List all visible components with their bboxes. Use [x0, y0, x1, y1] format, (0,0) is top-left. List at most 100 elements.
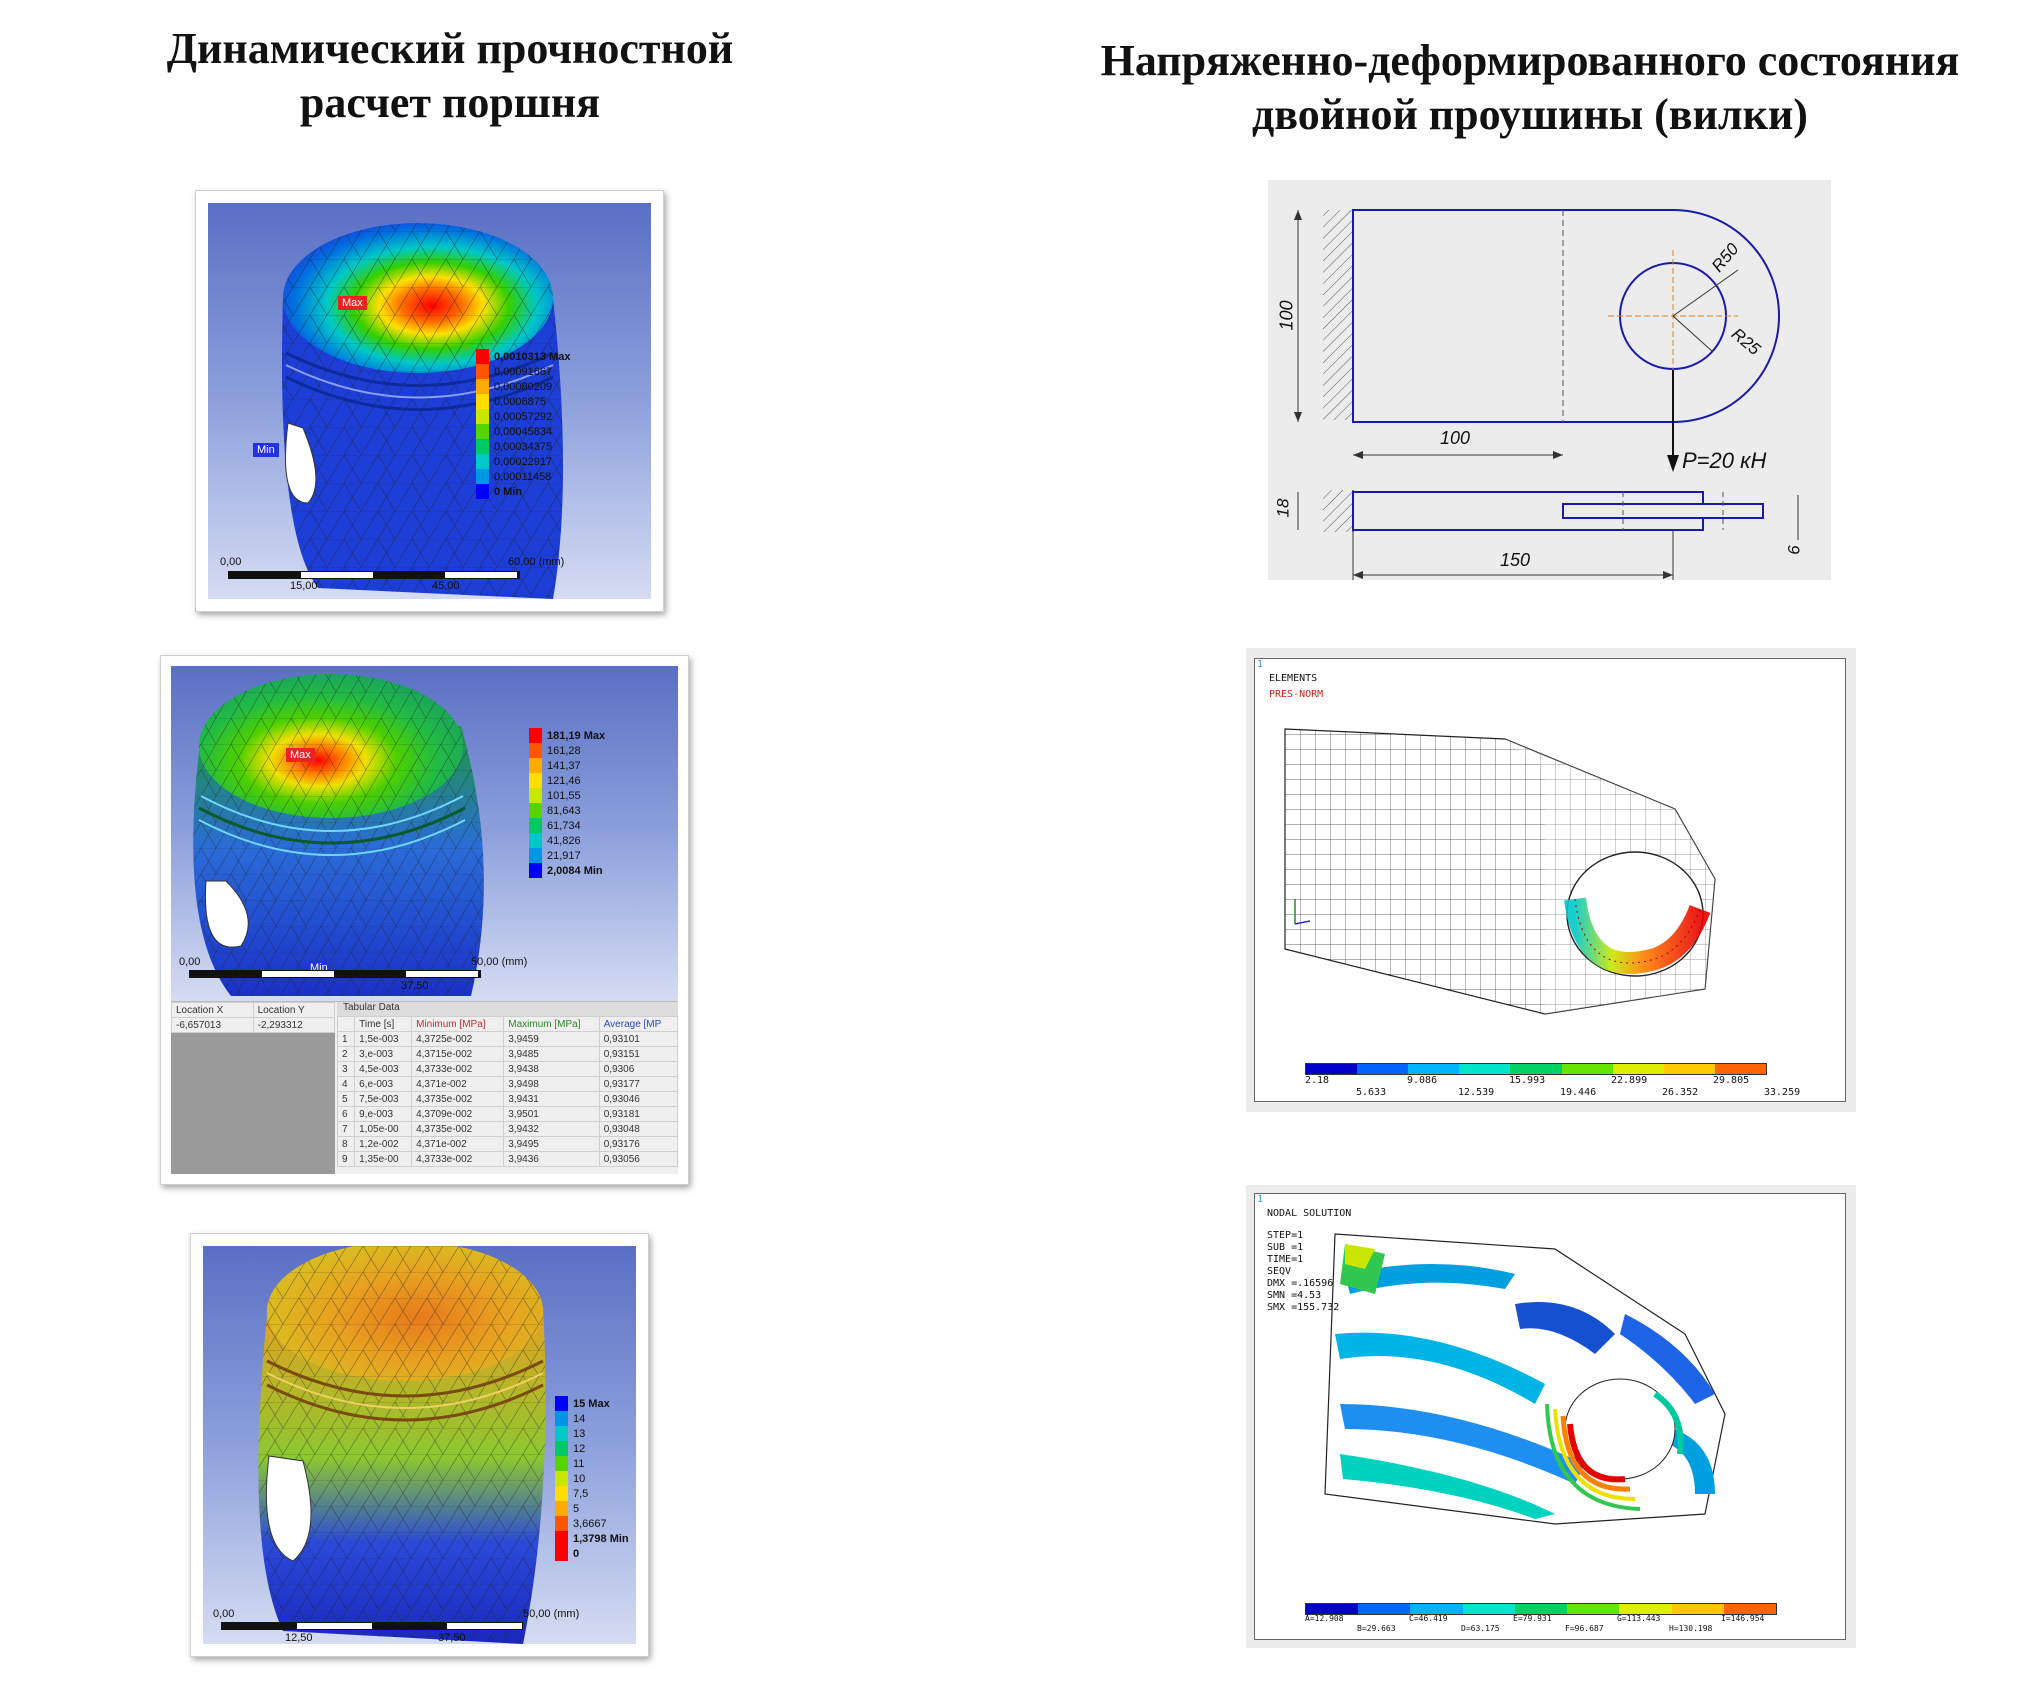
nodal-info-line: SMX =155.732	[1267, 1302, 1340, 1313]
max-tag: Max	[286, 748, 315, 762]
colorbar-label: H=130.198	[1669, 1624, 1713, 1633]
mesh-viewport: 1 ELEMENTS PRES-NORM 2.18 9.086 15.993 22.8…	[1254, 658, 1846, 1102]
table-cell: 0,93176	[598, 1136, 679, 1152]
legend-label: 141,37	[547, 759, 581, 772]
legend-swatch	[476, 484, 489, 499]
colorbar-segment	[1663, 1064, 1715, 1074]
legend-swatch	[476, 424, 489, 439]
time-header[interactable]: Time [s]	[354, 1016, 413, 1032]
colorbar-segment	[1567, 1604, 1620, 1614]
legend-label: 81,643	[547, 804, 581, 817]
tabular-data-title: Tabular Data	[337, 1002, 678, 1016]
legend-entry: 5	[555, 1501, 629, 1516]
colorbar-segment	[1306, 1604, 1359, 1614]
legend-swatch	[529, 773, 542, 788]
legend-label: 0,00080209	[494, 380, 553, 393]
colorbar-segment	[1408, 1064, 1460, 1074]
scale-start: 0,00	[220, 556, 242, 568]
maximum-header[interactable]: Maximum [MPa]	[503, 1016, 600, 1032]
force-label: P=20 кН	[1682, 448, 1767, 473]
table-cell: 3,9495	[503, 1136, 600, 1152]
table-row[interactable]: 7 1,05e-00 4,3735e-002 3,9432 0,93048	[336, 1121, 679, 1137]
legend-entry: 13	[555, 1426, 629, 1441]
table-row[interactable]: 5 7,5e-003 4,3735e-002 3,9431 0,93046	[336, 1091, 679, 1107]
clevis-drawing: 100 100 R50 R25 P=20 кН 18 150 6	[1268, 180, 1831, 580]
legend-entry: 0,00034375	[476, 439, 570, 454]
legend-swatch	[555, 1471, 568, 1486]
table-row[interactable]: 4 6,e-003 4,371e-002 3,9498 0,93177	[336, 1076, 679, 1092]
location-grid: Location X Location Y -6,657013 -2,29331…	[171, 1002, 336, 1174]
legend-entry: 7,5	[555, 1486, 629, 1501]
legend-entry: 0 Min	[476, 484, 570, 499]
colorbar-bottom-labels: 5.633 12.539 19.446 26.352 33.259	[1305, 1087, 1800, 1099]
legend-swatch	[529, 743, 542, 758]
table-cell: 4,371e-002	[411, 1076, 505, 1092]
legend-swatch	[529, 863, 542, 878]
legend-swatch	[555, 1396, 568, 1411]
legend-label: 12	[573, 1442, 586, 1455]
minimum-header[interactable]: Minimum [MPa]	[411, 1016, 505, 1032]
colorbar-segment	[1714, 1064, 1766, 1074]
table-cell: 4	[336, 1076, 356, 1092]
legend-entry: 10	[555, 1471, 629, 1486]
right-heading-line1: Напряженно-деформированного состояния	[1100, 36, 1960, 85]
legend-label: 0,00091667	[494, 365, 553, 378]
legend-label: 181,19 Max	[547, 729, 606, 742]
legend-label: 0	[573, 1547, 580, 1560]
tabular-data-grid: Tabular Data Time [s] Minimum [MPa] Maxi…	[336, 1002, 679, 1167]
scale-tick-mid: 37,50	[401, 980, 429, 992]
legend-label: 0,00045834	[494, 425, 553, 438]
colorbar-label: 12.539	[1458, 1087, 1495, 1098]
legend-label: 5	[573, 1502, 580, 1515]
table-row[interactable]: 9 1,35e-00 4,3733e-002 3,9436 0,93056	[336, 1151, 679, 1167]
table-cell: 4,5e-003	[354, 1061, 413, 1077]
table-row[interactable]: 2 3,e-003 4,3715e-002 3,9485 0,93151	[336, 1046, 679, 1062]
colorbar-label: C=46.419	[1409, 1614, 1448, 1623]
table-cell: 3,9431	[503, 1091, 600, 1107]
table-row[interactable]: 1 1,5e-003 4,3725e-002 3,9459 0,93101	[336, 1031, 679, 1047]
legend-swatch	[555, 1456, 568, 1471]
table-row[interactable]: 6 9,e-003 4,3709e-002 3,9501 0,93181	[336, 1106, 679, 1122]
colorbar-label: 33.259	[1764, 1087, 1801, 1098]
legend-label: 0,00057292	[494, 410, 553, 423]
table-cell: 4,3715e-002	[411, 1046, 505, 1062]
colorbar-label: E=79.931	[1513, 1614, 1552, 1623]
table-row[interactable]: 3 4,5e-003 4,3733e-002 3,9438 0,9306	[336, 1061, 679, 1077]
table-cell: 4,3733e-002	[411, 1151, 505, 1167]
table-cell: 1,35e-00	[354, 1151, 413, 1167]
average-header[interactable]: Average [MP	[598, 1016, 679, 1032]
dim-18: 18	[1273, 498, 1293, 518]
legend-swatch	[476, 349, 489, 364]
colorbar-segment	[1612, 1064, 1664, 1074]
mesh-window: 1 ELEMENTS PRES-NORM 2.18 9.086 15.993 22.8…	[1246, 648, 1856, 1112]
table-cell: 4,3735e-002	[411, 1091, 505, 1107]
legend-entry: 1,3798 Min	[555, 1531, 629, 1546]
legend-label: 15 Max	[573, 1397, 610, 1410]
nodal-window: 1 NODAL SOLUTION STEP=1 SUB =1 TIME=1 SEQV D…	[1246, 1185, 1856, 1648]
nodal-viewport: 1 NODAL SOLUTION STEP=1 SUB =1 TIME=1 SEQV D…	[1254, 1193, 1846, 1640]
nodal-title: NODAL SOLUTION	[1267, 1208, 1352, 1219]
dim-100-vertical: 100	[1276, 300, 1297, 331]
legend-swatch	[476, 409, 489, 424]
colorbar-label: A=12.908	[1305, 1614, 1344, 1623]
colorbar-bottom-labels: B=29.663 D=63.175 F=96.687 H=130.198	[1305, 1624, 1805, 1634]
legend-swatch	[555, 1501, 568, 1516]
legend-label: 2,0084 Min	[547, 864, 603, 877]
legend-entry: 121,46	[529, 773, 605, 788]
table-cell: 3,9432	[503, 1121, 600, 1137]
table-cell: 5	[336, 1091, 356, 1107]
table-cell: 1,05e-00	[354, 1121, 413, 1137]
nodal-info-line: SEQV	[1267, 1266, 1292, 1277]
table-cell: 3,9459	[503, 1031, 600, 1047]
legend-entry: 11	[555, 1456, 629, 1471]
location-y-value: -2,293312	[252, 1017, 336, 1033]
table-cell: 7	[336, 1121, 356, 1137]
table-cell: 9,e-003	[354, 1106, 413, 1122]
clevis-drawing-svg	[1294, 209, 1799, 580]
colorbar-label: 9.086	[1407, 1075, 1438, 1086]
legend-label: 13	[573, 1427, 586, 1440]
table-row[interactable]: 8 1,2e-002 4,371e-002 3,9495 0,93176	[336, 1136, 679, 1152]
piston-safety-model	[258, 1246, 546, 1644]
window-number: 1	[1257, 659, 1264, 670]
table-cell: 4,3725e-002	[411, 1031, 505, 1047]
